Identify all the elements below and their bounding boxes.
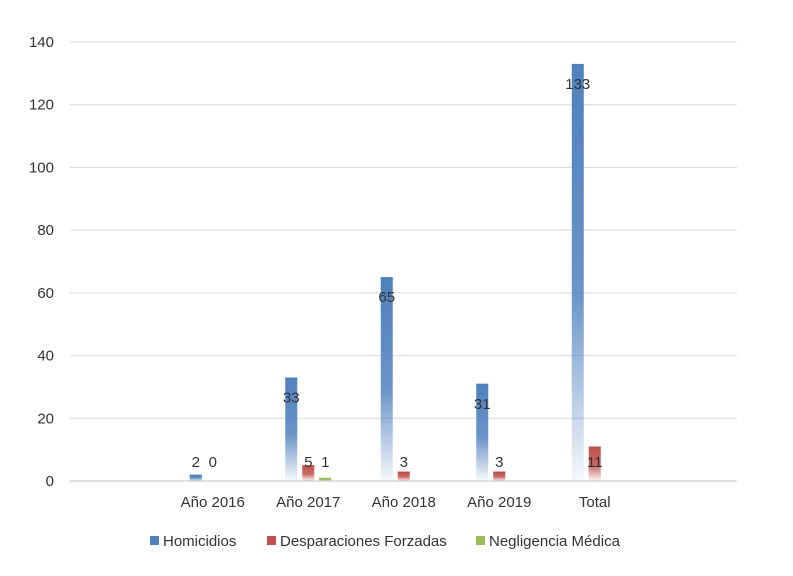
data-label: 5 — [304, 454, 312, 471]
y-axis-ticks: 0 20 40 60 80 100 120 140 — [29, 34, 54, 490]
data-label: 33 — [283, 390, 300, 407]
bar-top-edge — [189, 474, 202, 477]
legend-swatch — [476, 536, 485, 545]
legend-swatch — [267, 536, 276, 545]
y-tick-label: 80 — [37, 222, 54, 239]
data-label: 1 — [321, 454, 329, 471]
bar-3-1 — [493, 471, 506, 481]
legend: Homicidios Desparaciones Forzadas Negligen… — [150, 533, 621, 550]
x-category-label: Año 2016 — [181, 494, 245, 511]
bar-1-1 — [302, 465, 315, 481]
bar-4-0 — [571, 63, 584, 481]
legend-label: Desparaciones Forzadas — [280, 533, 447, 550]
data-label: 133 — [565, 76, 590, 93]
y-tick-label: 60 — [37, 285, 54, 302]
bar-top-edge — [380, 277, 393, 280]
data-label: 0 — [209, 454, 217, 471]
data-label: 31 — [474, 396, 491, 413]
y-tick-label: 40 — [37, 348, 54, 365]
x-category-label: Año 2017 — [276, 494, 340, 511]
bars — [189, 63, 601, 481]
y-tick-label: 120 — [29, 97, 54, 114]
bar-top-edge — [319, 477, 332, 480]
y-tick-label: 0 — [46, 473, 54, 490]
data-label: 65 — [378, 289, 395, 306]
bar-2-0 — [380, 277, 393, 481]
x-axis-categories: Año 2016 Año 2017 Año 2018 Año 2019 Total — [181, 494, 611, 511]
data-labels: 2 0 33 5 1 65 3 31 3 133 11 — [192, 76, 603, 471]
gridlines — [70, 41, 737, 482]
y-tick-label: 140 — [29, 34, 54, 51]
bar-3-0 — [476, 383, 489, 481]
data-label: 2 — [192, 454, 200, 471]
bar-0-0 — [189, 474, 202, 481]
y-tick-label: 100 — [29, 159, 54, 176]
bar-top-edge — [588, 446, 601, 449]
x-category-label: Total — [579, 494, 611, 511]
bar-top-edge — [285, 377, 298, 380]
bar-top-edge — [493, 471, 506, 474]
bar-top-edge — [397, 471, 410, 474]
bar-top-edge — [571, 63, 584, 66]
bar-2-1 — [397, 471, 410, 481]
legend-label: Negligencia Médica — [489, 533, 621, 550]
bar-1-0 — [285, 377, 298, 481]
data-label: 3 — [495, 454, 503, 471]
bar-top-edge — [476, 383, 489, 386]
y-tick-label: 20 — [37, 410, 54, 427]
legend-label: Homicidios — [163, 533, 236, 550]
bar-top-edge — [302, 465, 315, 468]
x-category-label: Año 2019 — [467, 494, 531, 511]
data-label: 3 — [400, 454, 408, 471]
bar-4-1 — [588, 446, 601, 481]
data-label: 11 — [587, 454, 603, 471]
legend-swatch — [150, 536, 159, 545]
x-category-label: Año 2018 — [372, 494, 436, 511]
